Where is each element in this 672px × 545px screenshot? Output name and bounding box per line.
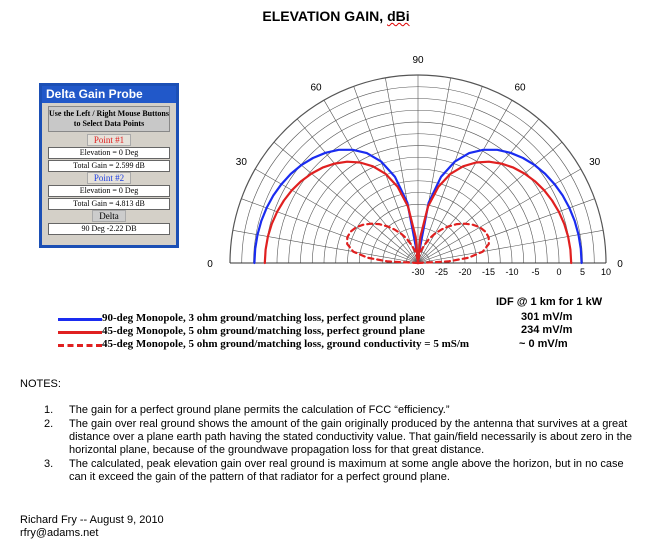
radial-tick-label: 5 — [580, 267, 585, 277]
idf-value: 234 mV/m — [521, 324, 573, 336]
legend: 90-deg Monopole, 3 ohm ground/matching l… — [58, 312, 478, 351]
point1-label: Point #1 — [86, 134, 132, 146]
idf-header: IDF @ 1 km for 1 kW — [496, 296, 603, 308]
delta-value-field: 90 Deg -2.22 DB — [48, 223, 170, 235]
author-line: Richard Fry -- August 9, 2010 — [20, 514, 164, 526]
delta-gain-probe-window[interactable]: Delta Gain Probe Use the Left / Right Mo… — [39, 83, 179, 248]
radial-tick-label: -25 — [435, 267, 448, 277]
radial-tick-label: -15 — [482, 267, 495, 277]
point1-header: Point #1 — [48, 134, 170, 146]
radial-tick-label: -30 — [411, 267, 424, 277]
series-line — [263, 160, 420, 265]
angle-label: 90 — [412, 55, 424, 66]
legend-label: 90-deg Monopole, 3 ohm ground/matching l… — [102, 312, 425, 324]
grid-spoke — [241, 198, 419, 264]
chart-title: ELEVATION GAIN, dBi — [0, 8, 672, 24]
legend-swatch-red-dashed — [58, 344, 102, 347]
note-text: The gain over real ground shows the amou… — [69, 418, 632, 456]
point1-elevation-field: Elevation = 0 Deg — [48, 147, 170, 159]
note-item: 1. The gain for a perfect ground plane pe… — [44, 404, 644, 417]
series-line — [346, 222, 420, 265]
point2-header: Point #2 — [48, 172, 170, 184]
notes-heading: NOTES: — [20, 378, 61, 390]
idf-value: ~ 0 mV/m — [519, 338, 568, 350]
probe-title-bar[interactable]: Delta Gain Probe — [42, 86, 176, 103]
series-line — [416, 148, 583, 265]
point2-gain-field: Total Gain = 4.813 dB — [48, 198, 170, 210]
note-item: 3. The calculated, peak elevation gain ov… — [44, 458, 644, 484]
probe-instructions: Use the Left / Right Mouse Buttons to Se… — [48, 106, 170, 132]
note-number: 3. — [44, 458, 54, 470]
signature: Richard Fry -- August 9, 2010 rfry@adams… — [20, 514, 164, 540]
angle-label: 30 — [236, 157, 248, 168]
point2-elevation-field: Elevation = 0 Deg — [48, 185, 170, 197]
radial-tick-label: 10 — [601, 267, 611, 277]
legend-swatch-blue — [58, 318, 102, 321]
delta-label: Delta — [92, 210, 126, 222]
legend-label: 45-deg Monopole, 5 ohm ground/matching l… — [102, 325, 425, 337]
legend-label: 45-deg Monopole, 5 ohm ground/matching l… — [102, 338, 470, 350]
series-line — [416, 160, 573, 265]
radial-tick-label: -10 — [505, 267, 518, 277]
delta-header: Delta — [48, 210, 170, 222]
polar-chart: 90 60 60 30 30 0 0 -30 -25 -20 -15 -10 -5 0 5 10 — [207, 55, 623, 277]
angle-label: 60 — [310, 82, 322, 93]
legend-item: 90-deg Monopole, 3 ohm ground/matching l… — [58, 312, 478, 325]
idf-value: 301 mV/m — [521, 311, 573, 323]
radial-tick-label: -20 — [458, 267, 471, 277]
title-unit: dBi — [387, 8, 410, 24]
legend-item: 45-deg Monopole, 5 ohm ground/matching l… — [58, 338, 478, 351]
series-line — [253, 148, 420, 265]
series-line — [416, 222, 490, 265]
point2-label: Point #2 — [86, 172, 132, 184]
grid-spoke — [417, 118, 540, 264]
legend-item: 45-deg Monopole, 5 ohm ground/matching l… — [58, 325, 478, 338]
radial-tick-label: 0 — [556, 267, 561, 277]
point1-gain-field: Total Gain = 2.599 dB — [48, 160, 170, 172]
author-email: rfry@adams.net — [20, 527, 99, 539]
angle-label: 0 — [617, 259, 623, 270]
note-number: 2. — [44, 418, 54, 430]
note-text: The calculated, peak elevation gain over… — [69, 458, 624, 483]
angle-label: 30 — [589, 157, 601, 168]
note-number: 1. — [44, 404, 54, 416]
grid-spoke — [417, 230, 604, 264]
grid-spoke — [417, 141, 563, 264]
note-text: The gain for a perfect ground plane perm… — [69, 404, 450, 416]
note-item: 2. The gain over real ground shows the am… — [44, 418, 644, 457]
grid-spoke — [232, 230, 419, 264]
grid-spoke — [417, 198, 595, 264]
angle-label: 0 — [207, 259, 213, 270]
legend-swatch-red — [58, 331, 102, 334]
title-text: ELEVATION GAIN, — [262, 8, 384, 24]
grid-spoke — [273, 141, 419, 264]
notes-list: 1. The gain for a perfect ground plane pe… — [44, 404, 644, 485]
grid-spoke — [296, 118, 419, 264]
angle-label: 60 — [514, 82, 526, 93]
radial-tick-label: -5 — [531, 267, 539, 277]
